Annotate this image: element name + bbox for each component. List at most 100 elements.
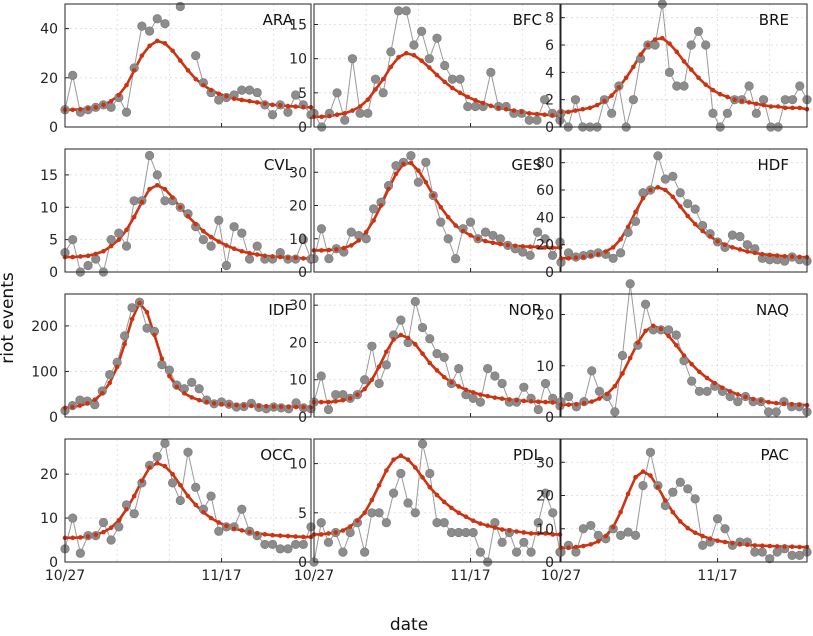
fit-point [285,103,291,109]
fit-point [485,393,490,399]
observed-point [114,228,124,238]
fit-point [301,534,306,540]
observed-point [410,296,420,307]
observed-point [751,108,761,118]
y-tick-label: 0 [49,265,58,281]
fit-point [254,531,260,536]
fit-point [712,380,718,386]
observed-point [323,537,334,547]
observed-point [68,70,78,80]
observed-point [160,19,170,29]
panel-frame [560,3,808,128]
y-tick-label: 80 [536,156,554,172]
observed-point [121,107,132,117]
fit-point [293,534,298,539]
observed-point [298,235,308,245]
fit-point [700,228,705,234]
fit-point [247,529,252,535]
fit-point [456,384,462,389]
fit-line [314,161,560,252]
fit-point [193,502,198,508]
fit-point [610,524,616,530]
fit-point [595,251,601,257]
fit-point [620,371,625,376]
observed-point [129,196,139,206]
panel-hdf: 0 20 40 60 80 HDF [536,148,812,281]
y-tick-label: 10 [40,200,58,216]
observed-point [160,438,170,448]
observed-point [338,547,348,557]
fit-point [610,245,616,250]
fit-point [655,484,661,490]
fit-point [677,204,683,209]
fit-point [301,256,306,261]
fit-point [612,383,618,389]
fit-point [490,240,496,246]
fit-point [725,94,730,100]
fit-point [543,399,548,405]
fit-point [201,228,206,234]
fit-point [401,161,406,167]
observed-point [617,350,628,361]
fit-point [739,98,745,104]
observed-point [586,520,596,531]
observed-point [367,341,377,351]
observed-point [548,508,558,518]
y-tick-label: 20 [536,308,554,324]
fit-point [528,531,534,536]
panel-title: NAQ [756,301,789,319]
fit-point [263,403,269,409]
fit-point [262,253,268,259]
y-tick-label: 4 [545,65,554,81]
fit-point [498,241,503,247]
fit-point [704,375,710,381]
fit-point [456,510,462,516]
fit-point [692,530,698,536]
fit-point [737,541,743,547]
fit-point [652,37,658,42]
observed-point [424,54,434,64]
fit-point [589,399,595,404]
fit-point [520,244,526,249]
observed-point [237,85,247,95]
fit-point [685,525,691,531]
fit-point [789,544,795,550]
y-tick-label: 0 [49,120,58,136]
panel-title: BFC [513,11,542,29]
fit-point [341,245,347,251]
y-tick-label: 30 [536,455,554,471]
observed-point [540,234,550,244]
observed-point [417,26,427,36]
observed-point [486,67,496,77]
fit-point [270,532,275,538]
observed-point [127,303,137,313]
fit-point [376,364,382,369]
observed-point [413,177,423,187]
fit-point [101,529,106,535]
fit-point [326,399,331,405]
fit-point [70,404,75,410]
y-tick-label: 10 [536,359,554,375]
fit-point [162,41,168,46]
fit-point [239,528,245,533]
fit-point [167,373,172,379]
fit-point [703,82,709,87]
observed-point [298,539,308,550]
y-tick-label: 20 [536,489,554,505]
y-tick-label: 5 [298,86,307,102]
fit-point [277,103,283,108]
fit-point [521,530,527,535]
y-tick-label: 0 [298,410,307,426]
fit-point [488,103,494,109]
fit-point [147,465,152,470]
fit-point [285,255,291,261]
observed-point [683,199,693,209]
fit-point [423,179,429,185]
observed-point [244,85,255,95]
fit-point [521,398,527,404]
observed-point [425,468,435,479]
fit-point [790,105,795,111]
y-tick-label: 2 [545,93,554,109]
fit-point [419,58,424,64]
observed-point [671,330,681,340]
